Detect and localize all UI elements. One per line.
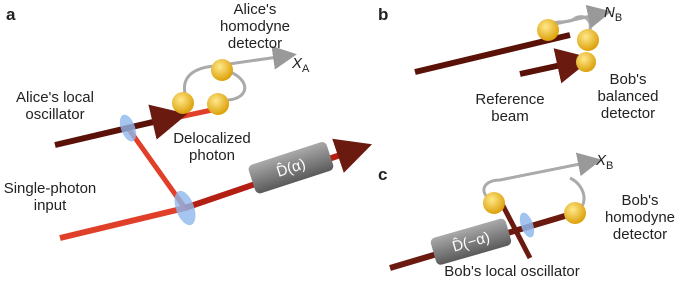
- text: N: [604, 4, 615, 21]
- text: input: [34, 197, 67, 214]
- panel-label: c: [378, 165, 387, 184]
- page: {"panels": { "a": {"label": "a", "detect…: [0, 0, 684, 285]
- panel-label: a: [6, 5, 16, 24]
- text: Bob's: [609, 71, 646, 88]
- text: oscillator: [25, 106, 84, 123]
- text: B: [615, 12, 622, 24]
- displacement-box: D̂(−α): [430, 218, 513, 266]
- text: A: [302, 63, 310, 75]
- detector: [576, 52, 596, 72]
- oscillator-label: Bob's local oscillator: [444, 263, 579, 280]
- text: photon: [189, 147, 235, 164]
- text: detector: [601, 105, 655, 122]
- text: Alice's: [234, 1, 277, 18]
- output-label: NB: [604, 4, 622, 24]
- text: detector: [613, 226, 667, 243]
- signal-wire: [184, 56, 285, 102]
- detector: [211, 59, 233, 81]
- detector: [172, 92, 194, 114]
- text: balanced: [598, 88, 659, 105]
- panel-label: b: [378, 5, 388, 24]
- text: B: [606, 160, 613, 172]
- displacement-box: D̂(α): [247, 141, 334, 195]
- photon-beam: [60, 208, 185, 238]
- detector: [483, 192, 505, 214]
- text: Bob's: [621, 192, 658, 209]
- text: Reference: [475, 91, 544, 108]
- signal-wire: [555, 14, 600, 24]
- detector: [537, 19, 559, 41]
- text: Single-photon: [4, 180, 97, 197]
- figure: a D̂(α) Alice'shomodynedetector XA Alice…: [0, 0, 684, 285]
- text: homodyne: [220, 18, 290, 35]
- detector: [577, 29, 599, 51]
- text: detector: [228, 35, 282, 52]
- text: Delocalized: [173, 130, 251, 147]
- text: homodyne: [605, 209, 675, 226]
- detector: [207, 93, 229, 115]
- text: beam: [491, 108, 529, 125]
- detector: [564, 202, 586, 224]
- output-label: XA: [291, 55, 310, 75]
- text: Alice's local: [16, 89, 94, 106]
- output-label: XB: [595, 152, 613, 172]
- oscillator-beam: [520, 62, 575, 74]
